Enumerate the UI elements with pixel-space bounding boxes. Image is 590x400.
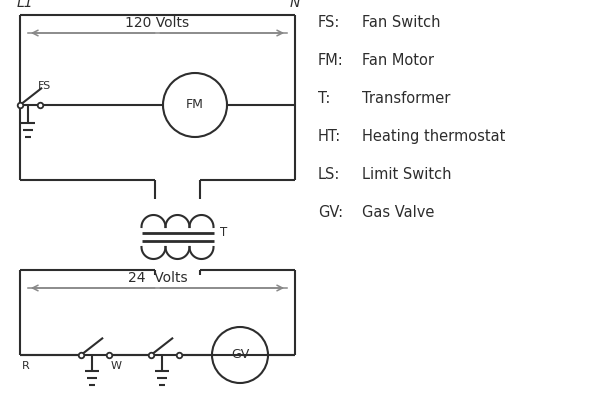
Text: HT:: HT: (318, 129, 341, 144)
Text: Limit Switch: Limit Switch (362, 167, 451, 182)
Text: FM:: FM: (318, 53, 344, 68)
Text: R: R (22, 361, 30, 371)
Text: 24  Volts: 24 Volts (127, 271, 187, 285)
Text: Fan Switch: Fan Switch (362, 15, 441, 30)
Text: W: W (111, 361, 122, 371)
Text: LS:: LS: (318, 167, 340, 182)
Text: Transformer: Transformer (362, 91, 450, 106)
Text: Gas Valve: Gas Valve (362, 205, 434, 220)
Text: T:: T: (318, 91, 330, 106)
Text: GV: GV (231, 348, 249, 362)
Text: Heating thermostat: Heating thermostat (362, 129, 506, 144)
Text: FS:: FS: (318, 15, 340, 30)
Text: FS: FS (38, 81, 51, 91)
Text: L1: L1 (17, 0, 34, 10)
Text: FM: FM (186, 98, 204, 112)
Text: GV:: GV: (318, 205, 343, 220)
Text: Fan Motor: Fan Motor (362, 53, 434, 68)
Text: N: N (290, 0, 300, 10)
Text: T: T (219, 226, 227, 240)
Text: 120 Volts: 120 Volts (126, 16, 189, 30)
